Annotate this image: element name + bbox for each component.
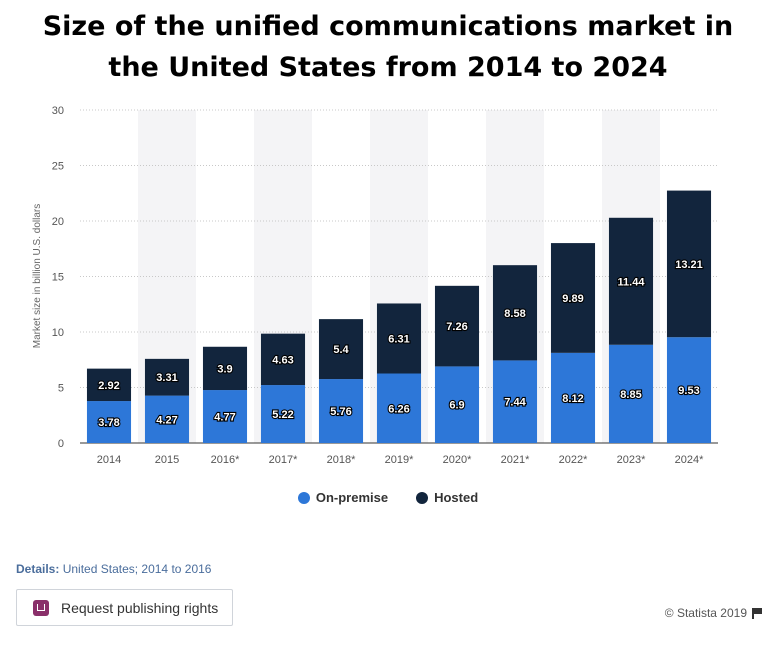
y-tick-label: 5 bbox=[58, 383, 64, 395]
on-premise-data-label: 4.77 bbox=[214, 412, 235, 424]
x-tick-label: 2016* bbox=[211, 454, 240, 466]
chart-title: Size of the unified communications marke… bbox=[0, 6, 776, 88]
x-tick-label: 2023* bbox=[617, 454, 646, 466]
y-tick-label: 30 bbox=[52, 105, 64, 117]
on-premise-data-label: 7.44 bbox=[504, 397, 526, 409]
hosted-bar[interactable] bbox=[86, 368, 132, 402]
on-premise-data-label: 4.27 bbox=[156, 414, 177, 426]
publish-icon bbox=[33, 599, 49, 616]
on-premise-bar[interactable] bbox=[202, 390, 248, 443]
request-publishing-rights-button[interactable]: Request publishing rights bbox=[16, 589, 233, 626]
x-tick-label: 2017* bbox=[269, 454, 298, 466]
y-tick-label: 0 bbox=[58, 438, 64, 450]
on-premise-data-label: 6.9 bbox=[449, 400, 464, 412]
hosted-data-label: 8.58 bbox=[504, 308, 525, 320]
hosted-data-label: 2.92 bbox=[98, 380, 119, 392]
chart-title-line1: Size of the unified communications marke… bbox=[42, 11, 734, 42]
on-premise-data-label: 5.76 bbox=[330, 406, 351, 418]
hosted-bar[interactable] bbox=[260, 333, 306, 386]
copyright-text: © Statista 2019 bbox=[664, 606, 747, 620]
on-premise-data-label: 6.26 bbox=[388, 403, 409, 415]
hosted-bar[interactable] bbox=[376, 303, 422, 374]
x-tick-label: 2020* bbox=[443, 454, 472, 466]
x-tick-label: 2015 bbox=[155, 454, 179, 466]
legend-item-hosted[interactable]: Hosted bbox=[416, 490, 478, 505]
hosted-bar[interactable] bbox=[318, 319, 364, 380]
hosted-bar[interactable] bbox=[492, 265, 538, 361]
on-premise-data-label: 3.78 bbox=[98, 417, 119, 429]
on-premise-data-label: 5.22 bbox=[272, 409, 293, 421]
details-text: United States; 2014 to 2016 bbox=[62, 562, 212, 576]
x-tick-label: 2014 bbox=[97, 454, 121, 466]
hosted-data-label: 7.26 bbox=[446, 321, 467, 333]
y-tick-label: 10 bbox=[52, 327, 64, 339]
details-label: Details: bbox=[16, 562, 60, 576]
x-tick-label: 2018* bbox=[327, 454, 356, 466]
hosted-bar[interactable] bbox=[550, 243, 596, 353]
on-premise-bar[interactable] bbox=[86, 401, 132, 443]
on-premise-bar[interactable] bbox=[376, 373, 422, 443]
x-tick-label: 2022* bbox=[559, 454, 588, 466]
legend-label-hosted: Hosted bbox=[434, 490, 479, 505]
hosted-bar[interactable] bbox=[202, 346, 248, 391]
hosted-bar[interactable] bbox=[144, 358, 190, 396]
legend: On-premise Hosted bbox=[0, 490, 776, 505]
hosted-data-label: 6.31 bbox=[388, 333, 409, 345]
hosted-bar[interactable] bbox=[666, 190, 712, 338]
x-tick-label: 2019* bbox=[385, 454, 414, 466]
on-premise-bar[interactable] bbox=[144, 395, 190, 443]
flag-icon[interactable] bbox=[752, 607, 762, 619]
y-axis-ticks: 0 5 10 15 20 25 30 bbox=[52, 105, 64, 450]
hosted-bar[interactable] bbox=[608, 217, 654, 345]
on-premise-bar[interactable] bbox=[608, 344, 654, 443]
x-tick-label: 2021* bbox=[501, 454, 530, 466]
hosted-data-label: 13.21 bbox=[675, 259, 703, 271]
x-tick-label: 2024* bbox=[675, 454, 704, 466]
on-premise-bar[interactable] bbox=[550, 352, 596, 443]
chart-title-line2: the United States from 2014 to 2024 bbox=[108, 52, 668, 83]
hosted-data-label: 5.4 bbox=[333, 344, 349, 356]
hosted-bar[interactable] bbox=[434, 285, 480, 367]
copyright: © Statista 2019 bbox=[665, 606, 762, 620]
y-axis-label: Market size in billion U.S. dollars bbox=[32, 204, 43, 349]
legend-item-on-premise[interactable]: On-premise bbox=[297, 490, 389, 505]
y-tick-label: 20 bbox=[52, 216, 64, 228]
hosted-swatch bbox=[416, 491, 429, 504]
on-premise-bar[interactable] bbox=[318, 379, 364, 443]
on-premise-data-label: 8.12 bbox=[562, 393, 583, 405]
details-line: Details: United States; 2014 to 2016 bbox=[16, 562, 211, 576]
on-premise-swatch bbox=[297, 491, 310, 504]
hosted-data-label: 9.89 bbox=[562, 293, 583, 305]
on-premise-data-label: 8.85 bbox=[620, 389, 641, 401]
request-publishing-rights-label: Request publishing rights bbox=[61, 599, 219, 616]
y-tick-label: 15 bbox=[52, 272, 64, 284]
on-premise-bar[interactable] bbox=[434, 366, 480, 443]
on-premise-bar[interactable] bbox=[260, 385, 306, 443]
y-tick-label: 25 bbox=[52, 161, 64, 173]
on-premise-bar[interactable] bbox=[492, 360, 538, 443]
hosted-data-label: 3.31 bbox=[156, 372, 177, 384]
on-premise-data-label: 9.53 bbox=[678, 385, 699, 397]
hosted-data-label: 11.44 bbox=[618, 276, 646, 288]
legend-label-on-premise: On-premise bbox=[315, 490, 389, 505]
on-premise-bar[interactable] bbox=[666, 337, 712, 443]
stacked-bar-chart: 0 5 10 15 20 25 30 3.78 2.92 4.27 3.31 4.77 3.9 5.22… bbox=[32, 105, 718, 466]
bars: 3.78 2.92 4.27 3.31 4.77 3.9 5.22 4.63 5.76 5.4 6.… bbox=[86, 190, 712, 443]
hosted-data-label: 3.9 bbox=[217, 363, 232, 375]
x-axis-ticks: 2014 2015 2016* 2017* 2018* 2019* 2020* 2021* 20… bbox=[97, 454, 704, 466]
hosted-data-label: 4.63 bbox=[272, 354, 293, 366]
